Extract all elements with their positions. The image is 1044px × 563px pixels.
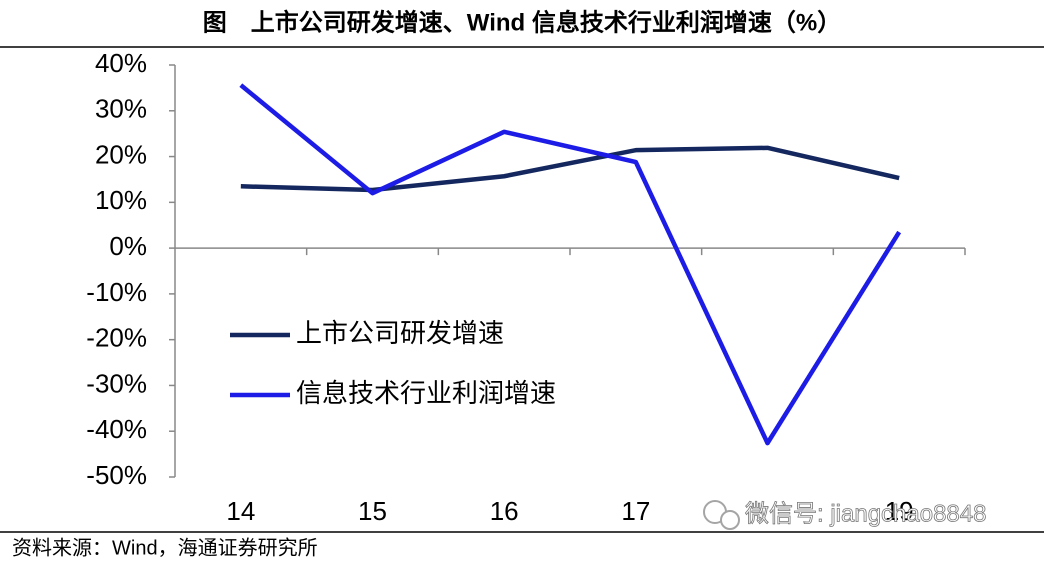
- y-tick-label: -30%: [86, 368, 147, 398]
- y-tick-label: -50%: [86, 460, 147, 490]
- source-note: 资料来源：Wind，海通证券研究所: [12, 536, 318, 559]
- x-tick-label: 19: [885, 496, 914, 526]
- y-tick-label: 0%: [109, 231, 147, 261]
- chart-title: 图 上市公司研发增速、Wind 信息技术行业利润增速（%）: [203, 8, 841, 36]
- legend-label: 信息技术行业利润增速: [296, 378, 556, 408]
- x-tick-label: 16: [490, 496, 519, 526]
- y-tick-label: -10%: [86, 277, 147, 307]
- watermark-icon: [703, 500, 740, 530]
- series-line: [239, 83, 902, 446]
- watermark: 微信号: jiangchao8848: [745, 500, 986, 527]
- y-tick-label: 40%: [95, 48, 147, 78]
- series-line: [240, 145, 900, 193]
- y-tick-label: 20%: [95, 139, 147, 169]
- legend-label: 上市公司研发增速: [296, 318, 504, 348]
- y-tick-label: 30%: [95, 94, 147, 124]
- x-tick-label: 15: [358, 496, 387, 526]
- x-tick-label: 14: [226, 496, 255, 526]
- y-tick-label: -20%: [86, 323, 147, 353]
- y-tick-label: -40%: [86, 414, 147, 444]
- x-tick-label: 17: [621, 496, 650, 526]
- y-tick-label: 10%: [95, 185, 147, 215]
